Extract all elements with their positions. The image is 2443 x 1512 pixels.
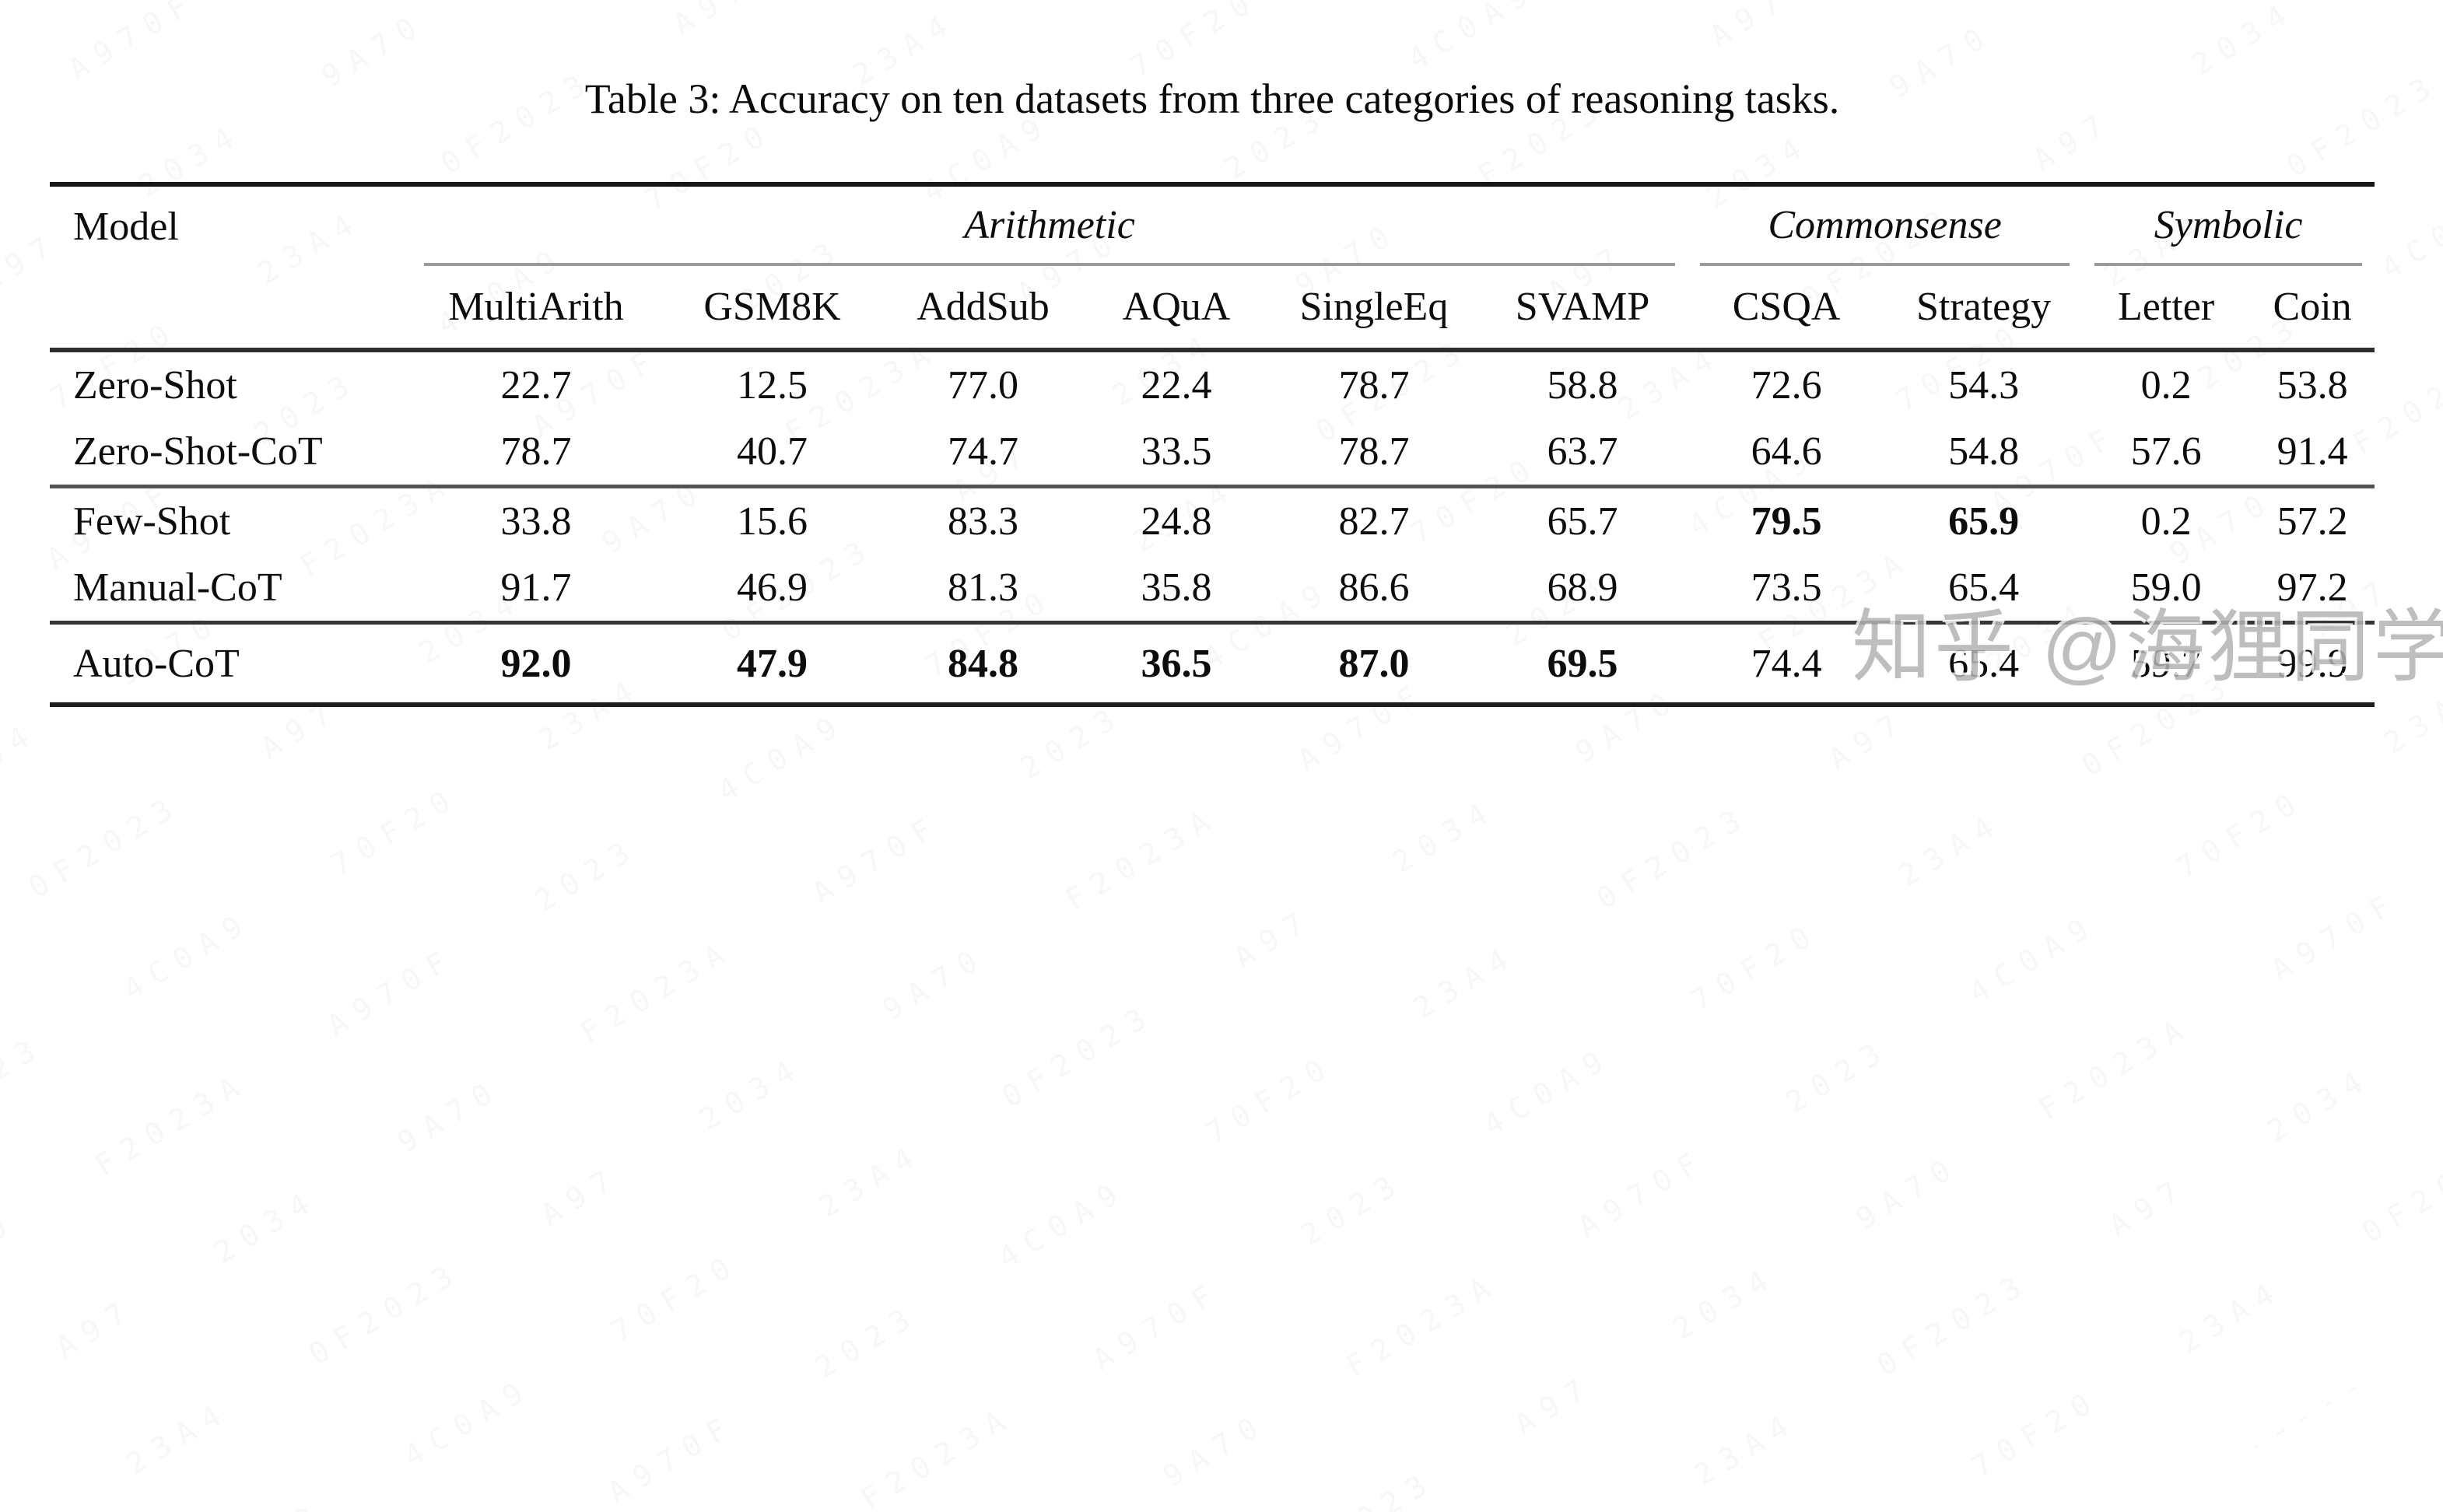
model-name: Auto-CoT [73, 641, 240, 686]
table-row: Zero-Shot-CoT 78.7 40.7 74.7 33.5 78.7 63.7 64.… [50, 418, 2375, 488]
cell-value: 33.5 [1082, 418, 1271, 488]
model-name: Few-Shot [73, 499, 231, 544]
cell-value: 87.0 [1338, 641, 1410, 686]
column-header-row: MultiArith GSM8K AddSub AQuA SingleEq SV… [50, 266, 2375, 352]
group-header-symbolic: Symbolic [2082, 184, 2375, 266]
cell-value: 59.0 [2082, 555, 2251, 625]
column-header-csqa: CSQA [1688, 266, 1886, 352]
cell-value: 79.5 [1751, 499, 1822, 544]
cell-value: 47.9 [737, 641, 808, 686]
cell-value: 54.3 [1948, 363, 2020, 408]
cell-value: 35.8 [1082, 555, 1271, 625]
results-table: Model Arithmetic Commonsense Symbolic Mu… [50, 182, 2375, 707]
cell-value: 91.4 [2250, 418, 2375, 488]
cell-value: 74.4 [1751, 641, 1822, 686]
cell-value: 57.2 [2277, 499, 2348, 544]
results-table-container: Model Arithmetic Commonsense Symbolic Mu… [50, 182, 2375, 707]
column-header-gsm8k: GSM8K [661, 266, 884, 352]
column-header-coin: Coin [2250, 266, 2375, 352]
cell-value: 65.4 [1885, 555, 2083, 625]
model-name: Zero-Shot [73, 363, 237, 408]
cell-value: 59.7 [2130, 641, 2202, 686]
column-header-svamp: SVAMP [1477, 266, 1688, 352]
column-header-letter: Letter [2082, 266, 2251, 352]
cell-value: 91.7 [412, 555, 661, 625]
model-column-header: Model [73, 204, 179, 249]
cell-value: 72.6 [1751, 363, 1822, 408]
table-section-0: Zero-Shot 22.7 12.5 77.0 22.4 78.7 58.8 72.6 54.… [50, 350, 2375, 488]
group-label-commonsense: Commonsense [1700, 187, 2070, 266]
cell-value: 40.7 [661, 418, 884, 488]
group-label-arithmetic: Arithmetic [424, 187, 1676, 266]
column-header-singleeq: SingleEq [1271, 266, 1477, 352]
table-section-2: Auto-CoT 92.0 47.9 84.8 36.5 87.0 69.5 74.4 65.4… [50, 623, 2375, 705]
cell-value: 36.5 [1141, 641, 1212, 686]
group-label-symbolic: Symbolic [2094, 187, 2363, 266]
cell-value: 81.3 [884, 555, 1082, 625]
table-row: Auto-CoT 92.0 47.9 84.8 36.5 87.0 69.5 74.4 65.4… [50, 623, 2375, 705]
cell-value: 12.5 [737, 363, 808, 408]
cell-value: 65.7 [1547, 499, 1618, 544]
cell-value: 99.9 [2277, 641, 2348, 686]
cell-value: 24.8 [1141, 499, 1212, 544]
group-header-arithmetic: Arithmetic [412, 184, 1688, 266]
column-header-spacer [50, 266, 412, 352]
model-name: Zero-Shot-CoT [50, 418, 412, 488]
cell-value: 78.7 [412, 418, 661, 488]
table-header: Model Arithmetic Commonsense Symbolic Mu… [50, 184, 2375, 352]
column-header-addsub: AddSub [884, 266, 1082, 352]
column-header-aqua: AQuA [1082, 266, 1271, 352]
cell-value: 92.0 [500, 641, 572, 686]
cell-value: 57.6 [2082, 418, 2251, 488]
cell-value: 15.6 [737, 499, 808, 544]
column-header-strategy: Strategy [1885, 266, 2083, 352]
cell-value: 22.7 [500, 363, 572, 408]
cell-value: 86.6 [1271, 555, 1477, 625]
cell-value: 74.7 [884, 418, 1082, 488]
table-row: Manual-CoT 91.7 46.9 81.3 35.8 86.6 68.9 73.5 65… [50, 555, 2375, 625]
cell-value: 65.4 [1948, 641, 2020, 686]
model-name: Manual-CoT [50, 555, 412, 625]
cell-value: 0.2 [2140, 363, 2192, 408]
cell-value: 69.5 [1547, 641, 1618, 686]
cell-value: 77.0 [948, 363, 1018, 408]
cell-value: 84.8 [948, 641, 1018, 686]
cell-value: 46.9 [661, 555, 884, 625]
cell-value: 58.8 [1547, 363, 1618, 408]
cell-value: 63.7 [1477, 418, 1688, 488]
cell-value: 33.8 [500, 499, 572, 544]
group-header-commonsense: Commonsense [1688, 184, 2082, 266]
cell-value: 82.7 [1338, 499, 1410, 544]
table-section-1: Few-Shot 33.8 15.6 83.3 24.8 82.7 65.7 79.5 65.9… [50, 487, 2375, 625]
cell-value: 65.9 [1948, 499, 2020, 544]
cell-value: 54.8 [1885, 418, 2083, 488]
cell-value: 68.9 [1477, 555, 1688, 625]
cell-value: 78.7 [1271, 418, 1477, 488]
cell-value: 64.6 [1688, 418, 1886, 488]
cell-value: 53.8 [2277, 363, 2348, 408]
cell-value: 22.4 [1141, 363, 1212, 408]
group-header-row: Model Arithmetic Commonsense Symbolic [50, 184, 2375, 266]
table-row: Few-Shot 33.8 15.6 83.3 24.8 82.7 65.7 79.5 65.9… [50, 487, 2375, 555]
cell-value: 0.2 [2140, 499, 2192, 544]
table-row: Zero-Shot 22.7 12.5 77.0 22.4 78.7 58.8 72.6 54.… [50, 350, 2375, 418]
column-header-multiarith: MultiArith [412, 266, 661, 352]
cell-value: 83.3 [948, 499, 1018, 544]
cell-value: 78.7 [1338, 363, 1410, 408]
cell-value: 97.2 [2250, 555, 2375, 625]
cell-value: 73.5 [1688, 555, 1886, 625]
table-caption: Table 3: Accuracy on ten datasets from t… [584, 75, 1840, 122]
